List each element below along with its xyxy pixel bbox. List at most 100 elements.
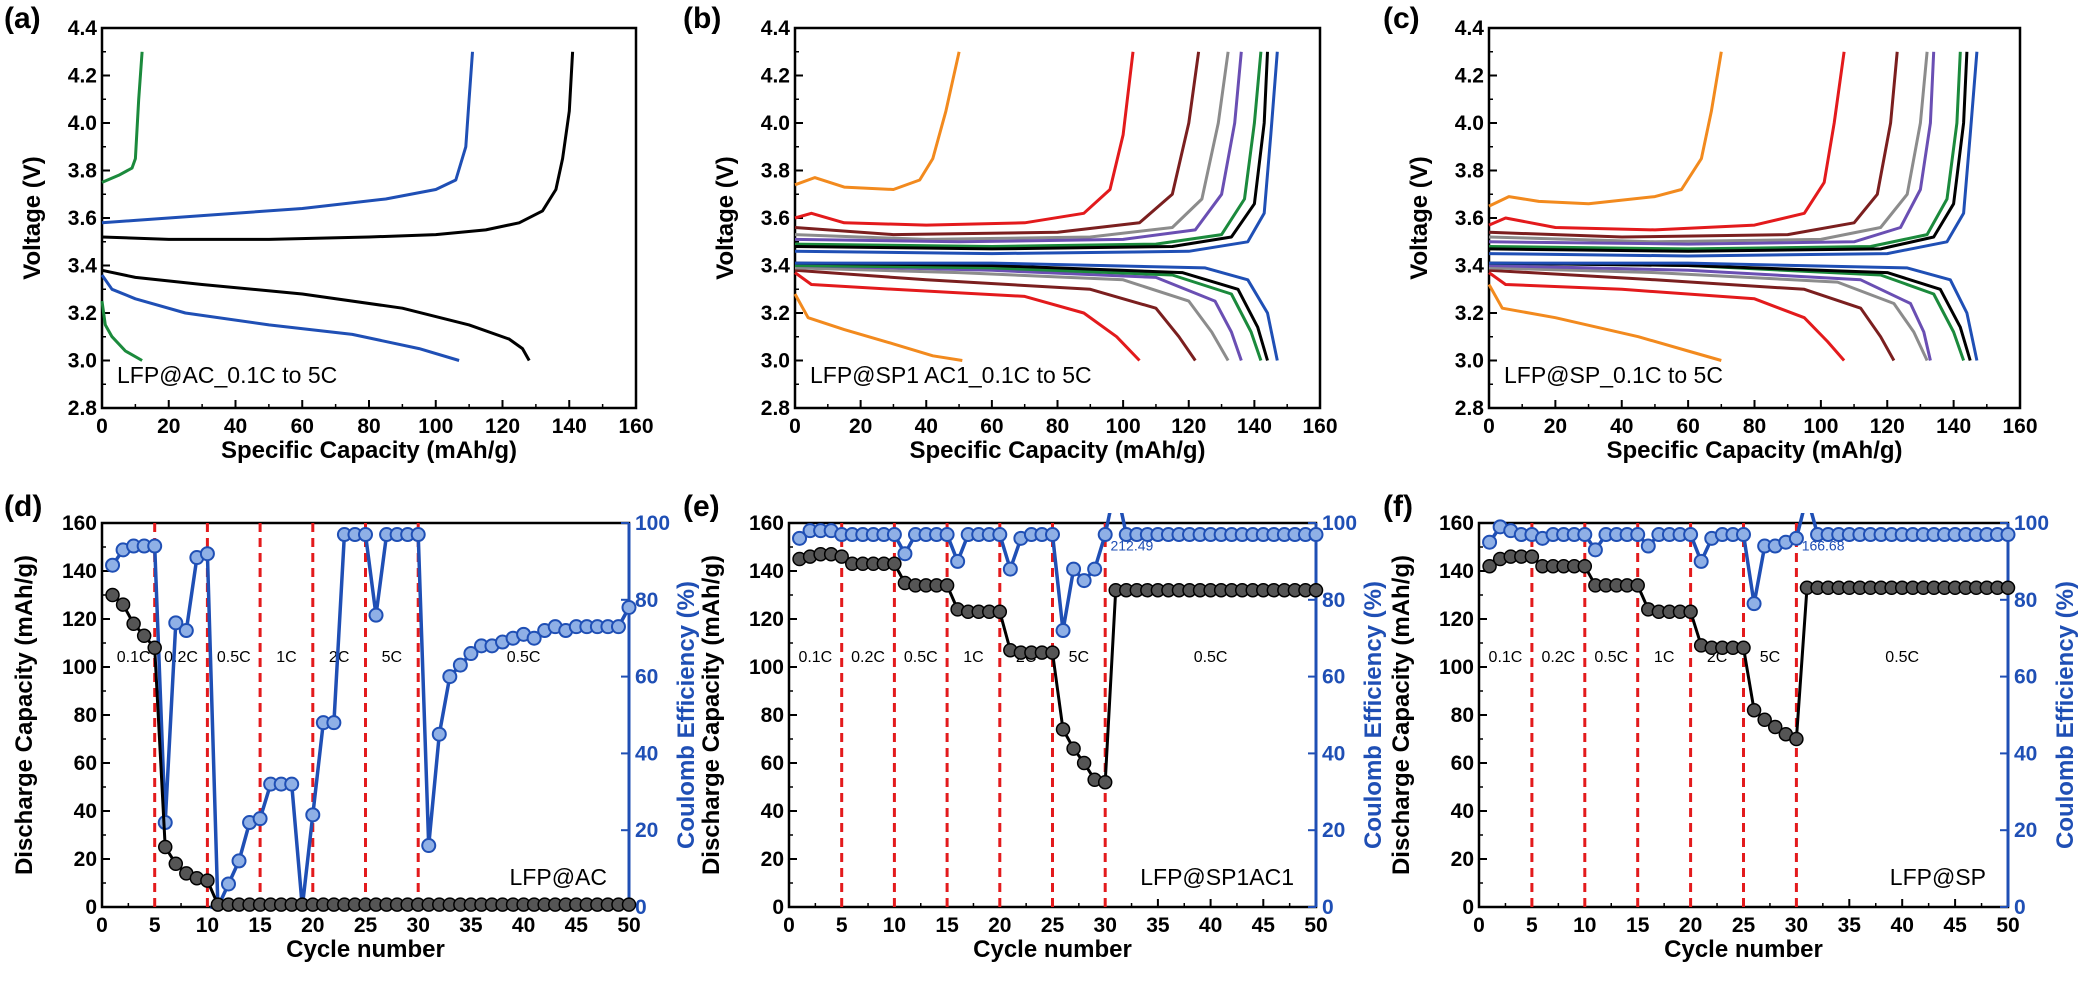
ce-point	[358, 527, 373, 543]
ce-point	[2000, 527, 2016, 543]
series-green-curve	[794, 264, 1263, 361]
ce-point	[621, 599, 637, 615]
capacity-point	[1308, 582, 1324, 598]
rate-label: 5C	[1760, 649, 1780, 666]
y-tick-label: 100	[62, 656, 97, 679]
series-black-curve	[1488, 51, 1969, 253]
x-tick-label: 40	[1610, 415, 1633, 438]
series-blue-curve	[101, 51, 474, 225]
y2-axis-label: Coulomb Efficiency (%)	[1360, 581, 1387, 849]
panel-b: (b) 2.8 3.0 3.2 3.4 3.6 3.8 4.0 4.2 4.4 0 20 40 60 80 1…	[683, 2, 1338, 464]
panel-letter: (b)	[683, 2, 721, 35]
x-axis-label: Specific Capacity (mAh/g)	[909, 437, 1205, 464]
x-tick-label: 30	[1785, 914, 1808, 937]
ce-point	[1097, 527, 1113, 543]
series-purple-curve	[794, 264, 1243, 361]
ce-point	[792, 530, 808, 546]
series-black-curve	[794, 51, 1269, 251]
y-tick-label: 4.0	[68, 112, 97, 135]
plot-frame	[1487, 26, 2022, 410]
x-tick-label: 20	[988, 914, 1011, 937]
ce-point	[1482, 534, 1498, 550]
x-tick-label: 100	[1803, 415, 1838, 438]
ce-point	[1109, 478, 1122, 491]
series-blue-curve	[1488, 51, 1979, 258]
y-tick-label: 80	[1451, 704, 1474, 727]
ce-point	[284, 776, 300, 792]
x-tick-label: 50	[1996, 914, 2019, 937]
y2-tick-label: 100	[1322, 512, 1357, 535]
y-tick-label: 120	[749, 608, 784, 631]
x-tick-label: 30	[407, 914, 430, 937]
y-axis-label: Discharge Capacity (mAh/g)	[698, 555, 725, 875]
y-tick-label: 120	[62, 608, 97, 631]
series-blue-curve	[1489, 261, 1979, 361]
x-axis-label: Specific Capacity (mAh/g)	[221, 437, 517, 464]
x-tick-label: 45	[1252, 914, 1276, 937]
ce-point	[1045, 527, 1060, 543]
y2-tick-label: 0	[2014, 896, 2026, 919]
y-tick-label: 3.2	[1455, 302, 1484, 325]
capacity-point	[147, 640, 162, 656]
y-axis-label: Voltage (V)	[19, 156, 46, 280]
series-green-curve	[1488, 51, 1962, 251]
y-tick-label: 40	[1451, 800, 1474, 823]
x-tick-label: 0	[1483, 415, 1495, 438]
ce-point	[992, 527, 1008, 543]
series-darkred-curve	[1488, 51, 1899, 239]
ce-point	[1076, 573, 1092, 589]
plot-frame	[100, 521, 631, 909]
chart-annotation: LFP@AC_0.1C to 5C	[117, 362, 337, 388]
rate-label: 5C	[382, 649, 402, 666]
ce-point	[168, 615, 184, 631]
x-axis-label: Cycle number	[973, 936, 1132, 963]
series-purple-curve	[1488, 264, 1932, 361]
x-tick-label: 160	[618, 415, 653, 438]
rate-label: 0.1C	[798, 649, 832, 666]
y-tick-label: 3.2	[761, 302, 790, 325]
y-tick-label: 20	[761, 848, 784, 871]
y-tick-label: 4.2	[761, 65, 790, 88]
panel-letter: (a)	[4, 2, 41, 35]
panel-d: (d) 0 20 40 60 80 100 120 140 160 0 5 10 15 20 25 30 35 40…	[4, 490, 700, 963]
series-red-curve	[1488, 51, 1846, 232]
y-axis-label: Voltage (V)	[712, 156, 739, 280]
series-orange-curve	[793, 293, 963, 362]
x-tick-label: 140	[1237, 415, 1272, 438]
ce-point	[1683, 527, 1699, 543]
ce-point	[147, 538, 163, 554]
x-axis-label: Specific Capacity (mAh/g)	[1606, 437, 1902, 464]
plot-frame	[1477, 521, 2010, 909]
capacity-point	[1524, 549, 1540, 564]
x-tick-label: 20	[157, 415, 180, 438]
ce-point	[1693, 553, 1709, 569]
capacity-point	[115, 597, 131, 612]
capacity-point	[1630, 578, 1645, 593]
y2-tick-label: 80	[2014, 589, 2037, 612]
chart-annotation: LFP@AC	[510, 864, 607, 890]
panel-letter: (e)	[683, 490, 720, 523]
panel-f: (f) 0 20 40 60 80 100 120 140 160 0 5 10 15 20 25 30 35 40…	[1383, 490, 2079, 963]
y2-tick-label: 40	[1322, 742, 1345, 765]
ce-peak-label: 166.68	[1802, 538, 1845, 554]
x-tick-label: 80	[1743, 415, 1766, 438]
ce-point	[939, 527, 955, 543]
capacity-point	[1736, 640, 1751, 656]
ce-point	[452, 657, 468, 673]
ce-line	[111, 532, 631, 908]
rate-label: 0.5C	[1594, 649, 1628, 666]
y2-tick-label: 60	[635, 666, 658, 689]
series-orange-curve	[1487, 283, 1722, 362]
x-tick-label: 5	[836, 914, 848, 937]
series-blue-curve	[795, 261, 1279, 361]
x-tick-label: 100	[1106, 415, 1141, 438]
x-tick-label: 35	[1838, 914, 1862, 937]
panel-letter: (d)	[4, 490, 42, 523]
capacity-point	[1746, 702, 1762, 718]
capacity-point	[157, 839, 173, 855]
rate-label: 0.5C	[904, 649, 938, 666]
series-black-curve	[101, 268, 531, 362]
capacity-point	[1066, 741, 1081, 756]
x-tick-label: 160	[1302, 415, 1337, 438]
y-tick-label: 4.4	[761, 17, 791, 40]
